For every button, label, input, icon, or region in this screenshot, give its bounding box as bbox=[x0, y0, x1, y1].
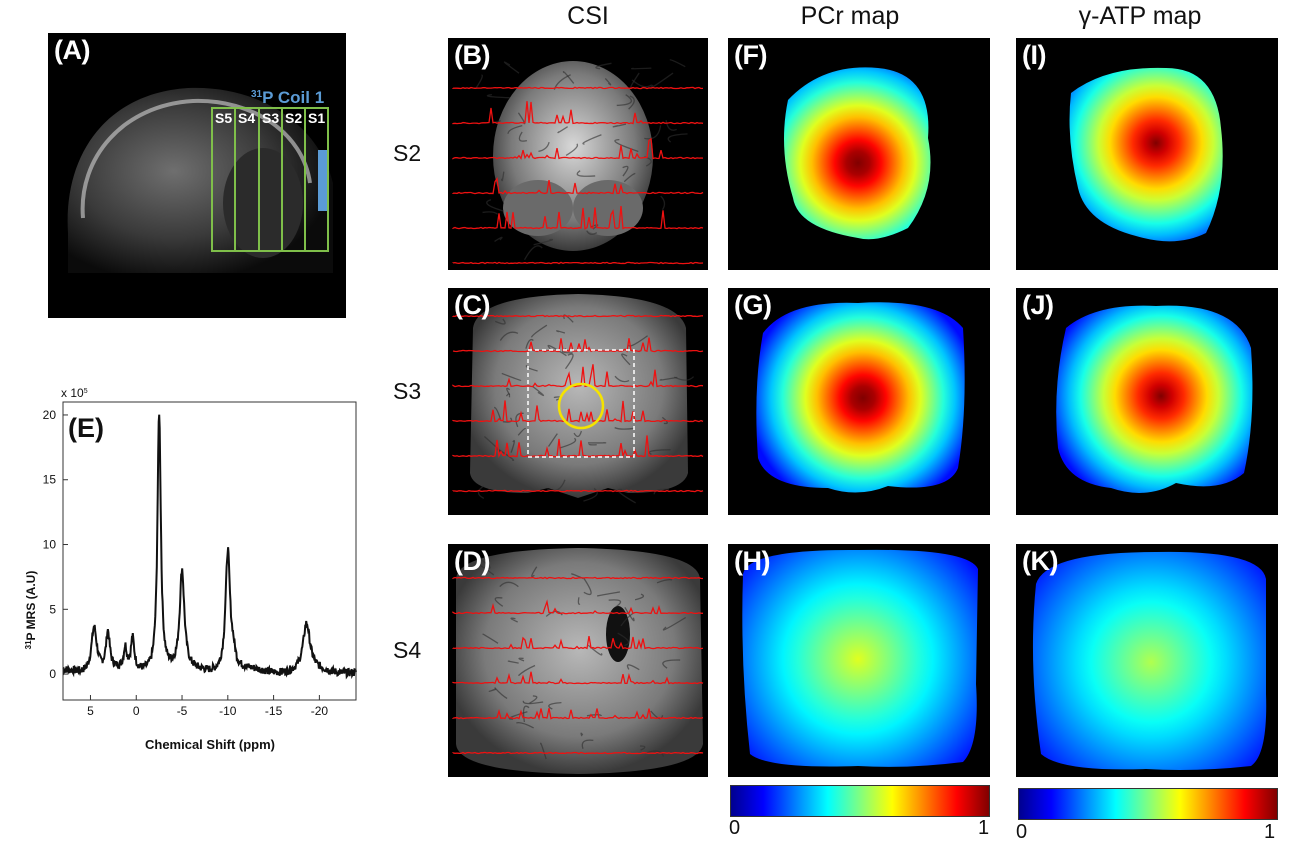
panel-label-h: (H) bbox=[734, 546, 770, 576]
slice-label-s1: S1 bbox=[308, 110, 325, 126]
colorbar-atp-max: 1 bbox=[1264, 821, 1276, 843]
panel-label-i: (I) bbox=[1022, 40, 1046, 70]
metabolite-map bbox=[1056, 305, 1253, 493]
csi-spectrum-row bbox=[452, 101, 704, 125]
spectrum-chart: 5 0 -5 -10 -15 -20 0 5 10 15 20 x 105 31P MRS (A.U… bbox=[24, 386, 357, 752]
csi-spectrum-row bbox=[452, 576, 703, 580]
panel-a-sagittal: S5 S4 S3 S2 S1 31P Coil 1 (A) bbox=[48, 33, 346, 318]
coil-label: 31P Coil 1 bbox=[251, 88, 324, 107]
column-header-atp-map: γ-ATP map bbox=[1078, 2, 1202, 30]
slice-label-s5: S5 bbox=[215, 110, 232, 126]
csi-spectrum-row bbox=[452, 671, 704, 685]
row-label-s2: S2 bbox=[393, 140, 422, 166]
x-tick-label: 0 bbox=[133, 704, 140, 718]
csi-spectrum-row bbox=[452, 751, 704, 755]
colorbar-pcr-max: 1 bbox=[978, 817, 990, 839]
panel-label-k: (K) bbox=[1022, 546, 1058, 576]
panel-c-csi-s3: (C) bbox=[448, 288, 708, 515]
sagittal-image: S5 S4 S3 S2 S1 31P Coil 1 bbox=[67, 87, 333, 273]
spectrum-line bbox=[62, 414, 357, 680]
panel-h-pcr-s4: (H) bbox=[728, 544, 990, 777]
colorbar-pcr bbox=[730, 785, 990, 817]
csi-spectrum-row bbox=[452, 137, 704, 160]
x-tick-label: 5 bbox=[87, 704, 94, 718]
panel-label-a: (A) bbox=[54, 35, 90, 65]
metabolite-map bbox=[756, 302, 965, 493]
panel-j-atp-s3: (J) bbox=[1016, 288, 1278, 515]
panel-i-atp-s2: (I) bbox=[1016, 38, 1278, 270]
brain-image bbox=[456, 548, 703, 774]
x-axis-label: Chemical Shift (ppm) bbox=[145, 737, 275, 752]
y-tick-label: 15 bbox=[43, 473, 57, 487]
csi-spectrum-row bbox=[452, 206, 704, 230]
panel-d-csi-s4: (D) bbox=[448, 544, 708, 777]
csi-spectrum-row bbox=[452, 708, 704, 721]
colorbar-atp-min: 0 bbox=[1016, 821, 1028, 843]
spectrum-axes-box bbox=[62, 401, 357, 701]
csi-spectrum-row bbox=[452, 400, 704, 423]
panel-label-f: (F) bbox=[734, 40, 767, 70]
panel-f-pcr-s2: (F) bbox=[728, 38, 990, 270]
panel-label-b: (B) bbox=[454, 40, 490, 70]
panel-label-e: (E) bbox=[68, 413, 104, 443]
csi-spectrum-row bbox=[452, 261, 704, 265]
metabolite-map bbox=[784, 67, 931, 240]
slice-boxes: S5 S4 S3 S2 S1 bbox=[211, 107, 329, 252]
brain-image bbox=[470, 294, 695, 504]
row-label-s3: S3 bbox=[393, 378, 422, 404]
x-tick-label: -20 bbox=[311, 704, 329, 718]
y-multiplier: x 105 bbox=[61, 386, 88, 400]
x-tick-label: -5 bbox=[177, 704, 188, 718]
metabolite-map bbox=[742, 549, 978, 767]
panel-b-csi-s2: (B) bbox=[448, 38, 708, 270]
csi-spectrum-row bbox=[452, 86, 704, 90]
panel-label-j: (J) bbox=[1022, 290, 1054, 320]
y-tick-label: 10 bbox=[43, 538, 57, 552]
metabolite-map bbox=[1032, 551, 1267, 770]
panel-label-c: (C) bbox=[454, 290, 490, 320]
y-tick-label: 20 bbox=[43, 408, 57, 422]
y-tick-label: 0 bbox=[49, 667, 56, 681]
column-header-pcr-map: PCr map bbox=[800, 2, 900, 30]
csi-spectrum-row bbox=[452, 489, 704, 493]
x-tick-label: -10 bbox=[219, 704, 237, 718]
panel-k-atp-s4: (K) bbox=[1016, 544, 1278, 777]
row-label-s4: S4 bbox=[393, 637, 422, 663]
slice-label-s3: S3 bbox=[262, 110, 279, 126]
csi-spectrum-row bbox=[452, 177, 704, 195]
panel-g-pcr-s3: (G) bbox=[728, 288, 990, 515]
csi-spectrum-row bbox=[452, 314, 704, 318]
slice-label-s4: S4 bbox=[238, 110, 255, 126]
colorbar-pcr-min: 0 bbox=[729, 817, 741, 839]
csi-spectrum-row bbox=[452, 364, 704, 388]
roi-circle bbox=[557, 382, 605, 430]
roi-box bbox=[527, 349, 635, 458]
column-header-csi: CSI bbox=[567, 2, 609, 30]
csi-spectrum-row bbox=[452, 337, 704, 353]
csi-spectrum-row bbox=[452, 635, 704, 650]
x-tick-label: -15 bbox=[265, 704, 283, 718]
slice-label-s2: S2 bbox=[285, 110, 302, 126]
panel-label-d: (D) bbox=[454, 546, 490, 576]
csi-spectrum-row bbox=[452, 599, 704, 615]
metabolite-map bbox=[1069, 67, 1223, 242]
y-axis-label: 31P MRS (A.U) bbox=[24, 571, 38, 650]
y-tick-label: 5 bbox=[49, 602, 56, 616]
coil-marker bbox=[318, 150, 327, 211]
panel-e-spectrum: 5 0 -5 -10 -15 -20 0 5 10 15 20 x 105 31P MRS (A.U… bbox=[10, 385, 360, 755]
colorbar-atp bbox=[1018, 788, 1278, 820]
brain-image bbox=[475, 59, 688, 261]
panel-label-g: (G) bbox=[734, 290, 772, 320]
